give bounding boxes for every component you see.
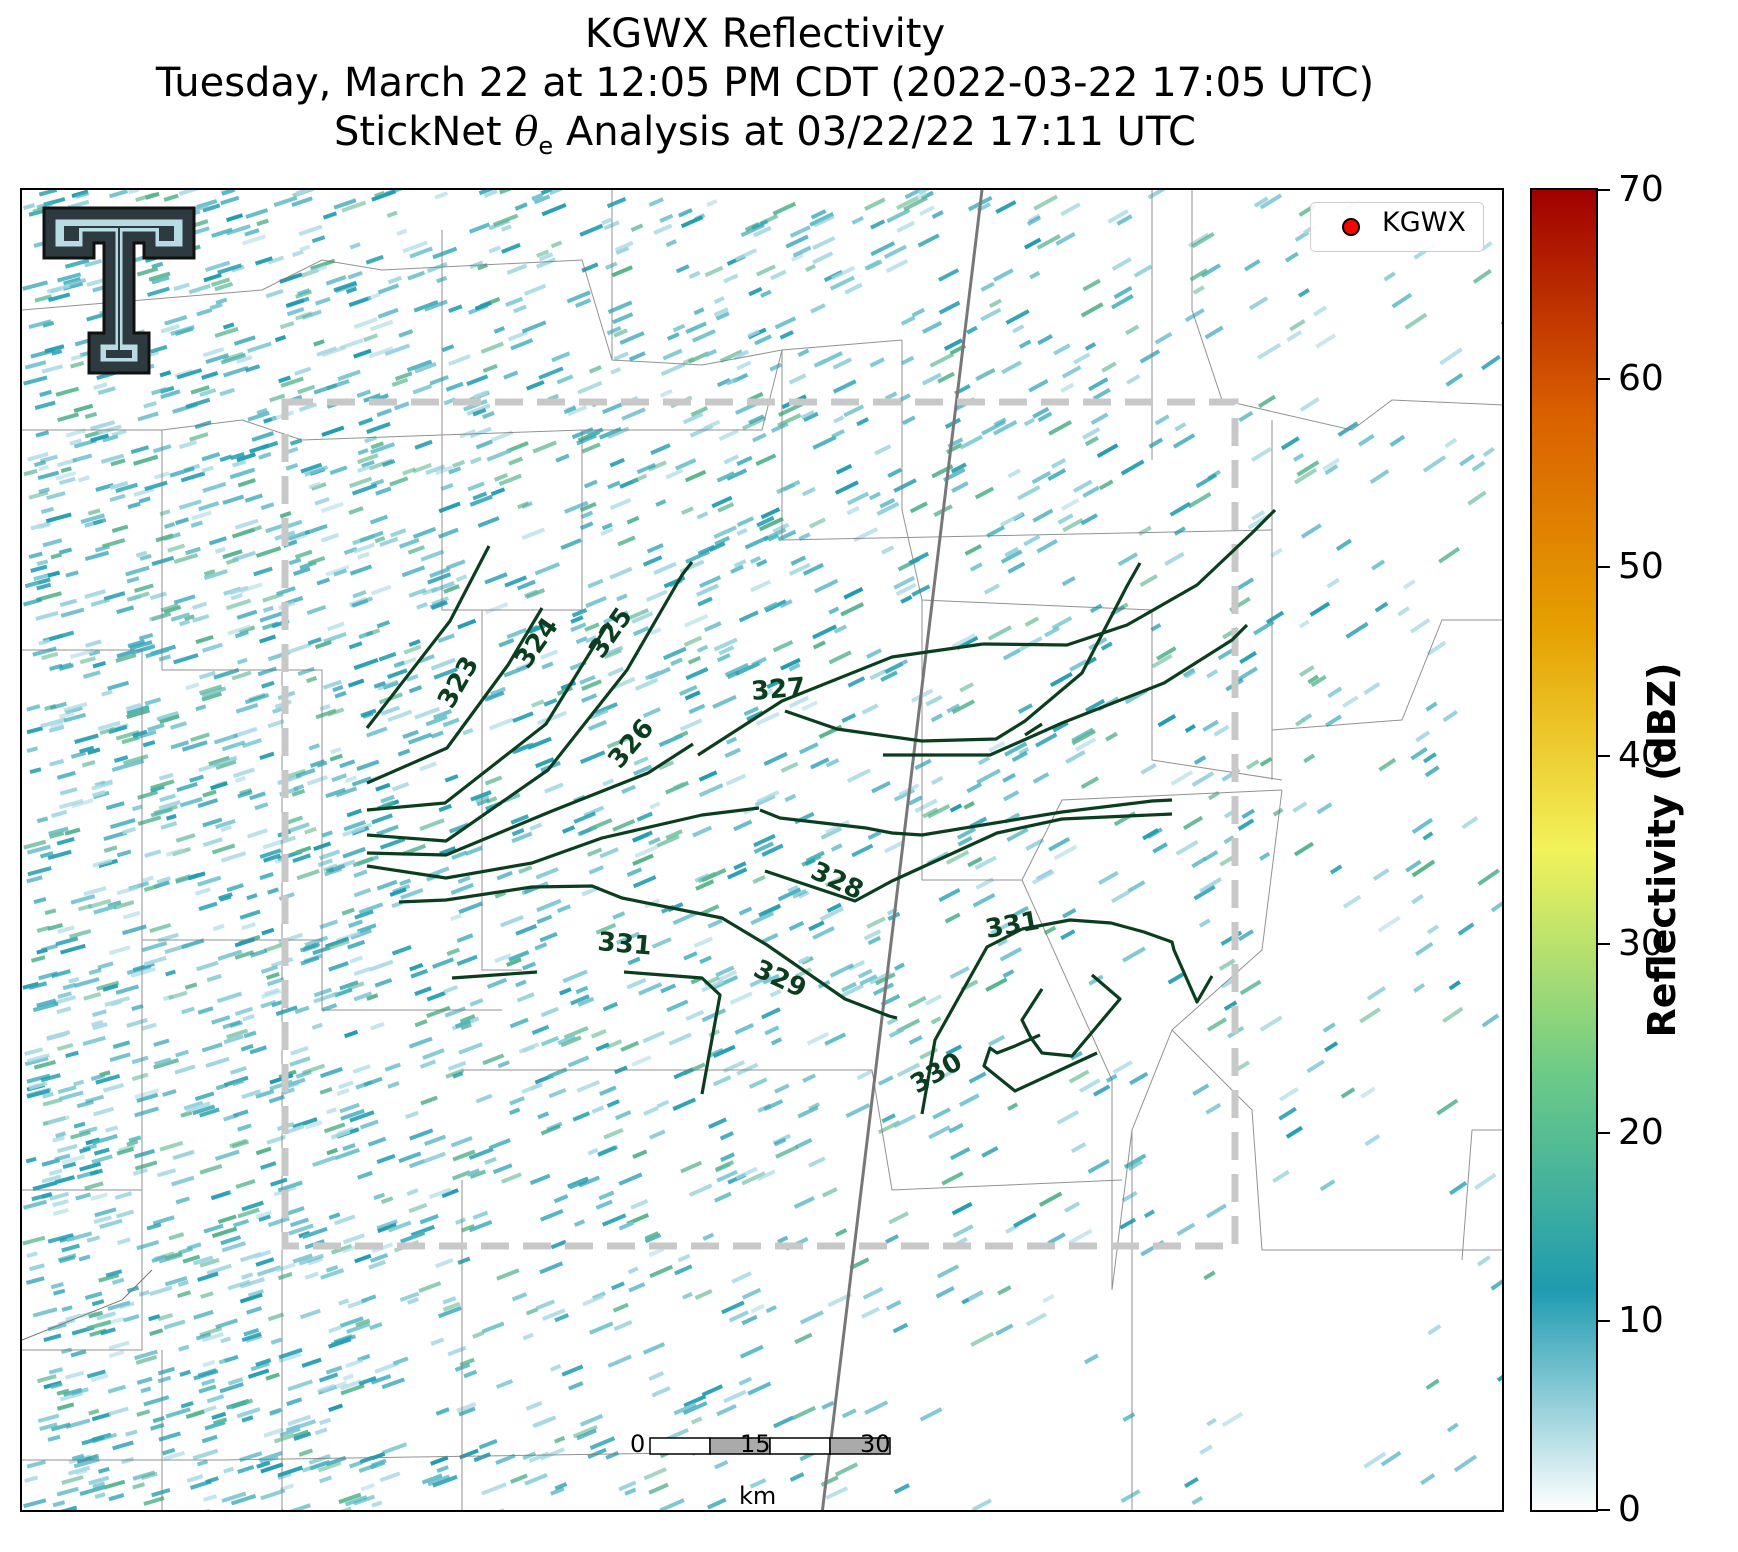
colorbar-tick-label: 30 bbox=[1618, 923, 1664, 965]
colorbar-tick-mark bbox=[1598, 754, 1610, 757]
texas-tech-double-t-icon bbox=[42, 206, 196, 375]
colorbar-tick-label: 50 bbox=[1618, 546, 1664, 588]
radar-map[interactable]: 323 324 325 326 327 328 329 330 331 331 bbox=[20, 188, 1504, 1512]
highway-line bbox=[820, 190, 984, 1510]
colorbar-tick-mark bbox=[1598, 943, 1610, 946]
colorbar-tick-mark bbox=[1598, 1509, 1610, 1511]
scale-tick-0: 0 bbox=[630, 1430, 646, 1458]
map-canvas: 323 324 325 326 327 328 329 330 331 331 bbox=[22, 190, 1502, 1510]
scale-bar bbox=[649, 1437, 891, 1455]
colorbar-tick-mark bbox=[1598, 377, 1610, 380]
reflectivity-echoes bbox=[22, 190, 1502, 1510]
contour-label-327: 327 bbox=[750, 672, 807, 707]
colorbar-tick-mark bbox=[1598, 1320, 1610, 1323]
title-analysis: StickNet θe Analysis at 03/22/22 17:11 U… bbox=[334, 109, 1196, 160]
colorbar-tick-label: 0 bbox=[1618, 1489, 1641, 1530]
plot-title: KGWX Reflectivity Tuesday, March 22 at 1… bbox=[0, 10, 1530, 171]
contour-label-331-east: 331 bbox=[983, 906, 1042, 945]
colorbar-tick-label: 40 bbox=[1618, 734, 1664, 776]
colorbar-tick-label: 10 bbox=[1618, 1300, 1664, 1342]
scale-tick-30: 30 bbox=[860, 1430, 891, 1458]
title-time: Tuesday, March 22 at 12:05 PM CDT (2022-… bbox=[155, 60, 1375, 106]
title-radar: KGWX Reflectivity bbox=[584, 11, 946, 57]
contour-label-330: 330 bbox=[906, 1047, 968, 1100]
analysis-domain-box bbox=[281, 398, 1239, 1250]
colorbar bbox=[1530, 188, 1598, 1512]
scale-tick-15: 15 bbox=[740, 1430, 771, 1458]
legend bbox=[1310, 202, 1484, 252]
contour-label-324: 324 bbox=[509, 612, 565, 674]
colorbar-tick-mark bbox=[1598, 1131, 1610, 1134]
legend-marker-icon bbox=[1342, 218, 1360, 236]
colorbar-title: Reflectivity (dBZ) bbox=[1640, 662, 1684, 1038]
colorbar-tick-label: 60 bbox=[1618, 357, 1664, 399]
county-borders bbox=[22, 190, 1502, 1510]
contour-label-326: 326 bbox=[602, 714, 660, 775]
scale-unit: km bbox=[739, 1482, 777, 1510]
contour-label-328: 328 bbox=[806, 856, 868, 906]
river-line bbox=[22, 1269, 153, 1341]
theta-e-contours bbox=[365, 508, 1277, 1115]
colorbar-tick-label: 20 bbox=[1618, 1111, 1664, 1153]
contour-labels: 323 324 325 326 327 328 329 330 331 331 bbox=[432, 602, 1042, 1100]
colorbar-tick-mark bbox=[1598, 566, 1610, 569]
contour-label-325: 325 bbox=[583, 602, 639, 664]
colorbar-tick-mark bbox=[1598, 189, 1610, 191]
contour-label-331-west: 331 bbox=[596, 927, 653, 962]
legend-label: KGWX bbox=[1382, 207, 1466, 238]
colorbar-tick-label: 70 bbox=[1618, 169, 1664, 210]
